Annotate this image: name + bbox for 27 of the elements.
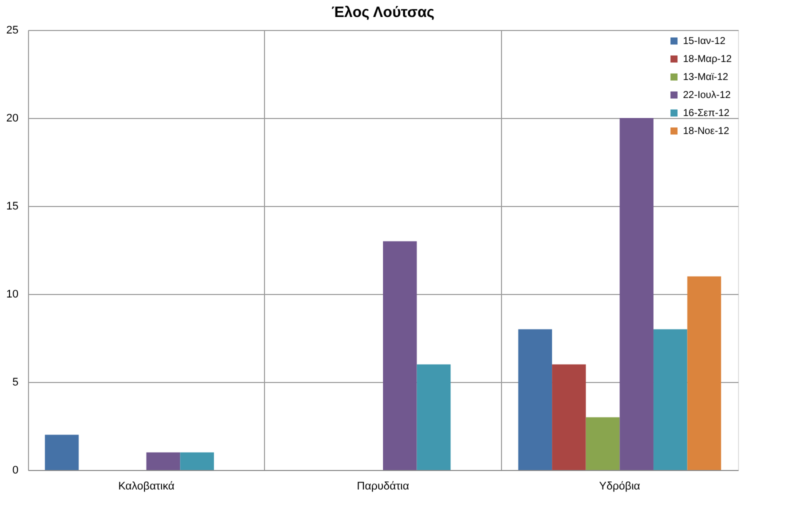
legend-label: 18-Μαρ-12 xyxy=(683,54,732,65)
y-tick-label: 5 xyxy=(12,376,18,388)
bar xyxy=(44,434,79,470)
bar xyxy=(416,364,451,470)
x-tick-label: Παρυδάτια xyxy=(356,480,410,492)
bar xyxy=(180,452,214,470)
bar xyxy=(146,452,180,470)
legend-label: 18-Νοε-12 xyxy=(683,126,730,137)
x-tick-label: Υδρόβια xyxy=(599,480,641,492)
bar xyxy=(586,417,620,470)
bar xyxy=(687,276,722,470)
legend-label: 15-Ιαν-12 xyxy=(683,36,726,47)
x-tick-label: Καλοβατικά xyxy=(118,480,176,492)
y-tick-label: 15 xyxy=(6,200,18,212)
y-tick-label: 25 xyxy=(6,24,18,36)
bar xyxy=(653,329,688,470)
legend-label: 16-Σεπ-12 xyxy=(683,108,730,119)
legend-label: 13-Μαϊ-12 xyxy=(683,72,729,83)
bar xyxy=(620,118,654,470)
bar xyxy=(552,364,586,470)
chart-title: Έλος Λούτσας xyxy=(332,4,435,21)
legend-label: 22-Ιουλ-12 xyxy=(683,90,732,101)
bar xyxy=(518,329,552,470)
y-tick-label: 0 xyxy=(12,464,18,476)
y-tick-label: 20 xyxy=(6,112,18,124)
bar xyxy=(383,241,417,470)
y-tick-label: 10 xyxy=(6,288,18,300)
